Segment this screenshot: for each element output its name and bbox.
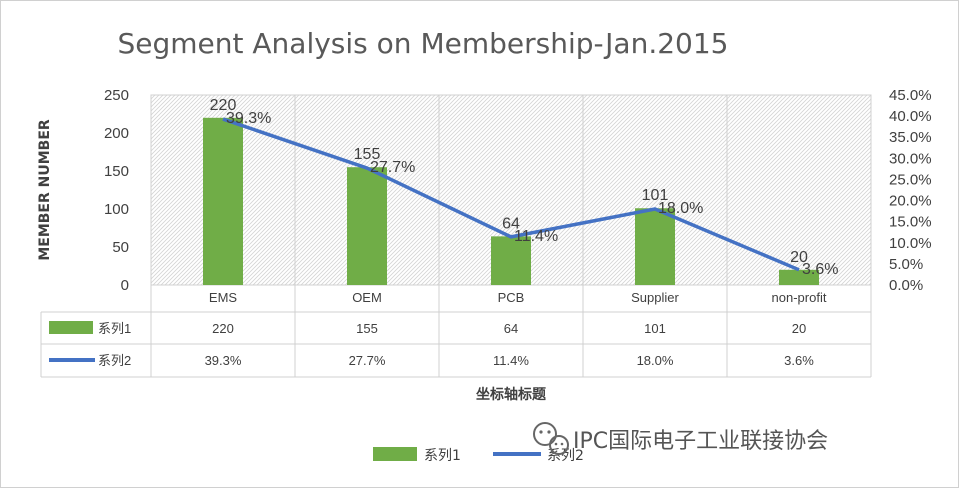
bar (491, 236, 531, 285)
y2-tick-label: 30.0% (889, 150, 932, 167)
bar-value-label: 220 (210, 97, 237, 114)
category-label: non-profit (772, 290, 827, 305)
line-data-labels: 39.3% 27.7% 11.4% 18.0% 3.6% (226, 110, 838, 278)
table-series-name: 系列1 (98, 321, 131, 336)
y-tick-label: 150 (104, 163, 129, 180)
category-label: OEM (352, 290, 382, 305)
category-label: PCB (498, 290, 525, 305)
bar-data-labels: 220 155 64 101 20 (210, 97, 808, 266)
y-axis-ticks: 0 50 100 150 200 250 (104, 87, 129, 294)
y2-tick-label: 40.0% (889, 108, 932, 125)
table-cell: 3.6% (784, 353, 814, 368)
series-line (222, 117, 800, 272)
y-axis-title: MEMBER NUMBER (37, 119, 53, 261)
y-tick-label: 250 (104, 87, 129, 104)
watermark-text: IPC国际电子工业联接协会 (573, 429, 828, 454)
table-cell: 39.3% (205, 353, 242, 368)
line-value-label: 27.7% (370, 159, 415, 176)
line-series (222, 117, 800, 272)
table-series-name: 系列2 (98, 353, 131, 368)
line-value-label: 18.0% (658, 200, 703, 217)
table-cell: 155 (356, 321, 378, 336)
table-cell: 18.0% (637, 353, 674, 368)
chart-title: Segment Analysis on Membership-Jan.2015 (118, 27, 729, 60)
table-cell: 220 (212, 321, 234, 336)
data-table: EMS OEM PCB Supplier non-profit 系列1 系列2 220 155 6… (40, 95, 872, 378)
watermark: IPC国际电子工业联接协会 (533, 422, 828, 455)
bar (779, 269, 819, 285)
table-cell: 101 (644, 321, 666, 336)
y-tick-label: 100 (104, 201, 129, 218)
line-value-label: 3.6% (802, 261, 838, 278)
legend-label-series-2: 系列2 (547, 448, 584, 464)
legend: 系列1 系列2 (373, 447, 584, 464)
bar (203, 117, 243, 285)
y-tick-label: 200 (104, 125, 129, 142)
y2-tick-label: 20.0% (889, 193, 932, 210)
bar-value-label: 20 (790, 249, 808, 266)
table-cell: 11.4% (493, 353, 529, 368)
category-label: Supplier (631, 290, 679, 305)
y2-tick-label: 45.0% (889, 87, 932, 104)
legend-label-series-1: 系列1 (424, 448, 461, 464)
bar-value-label: 64 (502, 215, 520, 232)
y-tick-label: 50 (112, 239, 129, 256)
legend-swatch-series-1 (373, 447, 417, 461)
y-tick-label: 0 (121, 277, 129, 294)
bar-series (203, 117, 819, 285)
y2-tick-label: 35.0% (889, 129, 932, 146)
category-label: EMS (209, 290, 238, 305)
y2-tick-label: 15.0% (889, 214, 932, 231)
bar (635, 208, 675, 285)
bar (347, 167, 387, 285)
table-cell: 27.7% (349, 353, 386, 368)
bar-value-label: 101 (642, 187, 669, 204)
x-axis-title: 坐标轴标题 (476, 386, 547, 403)
table-key-series-1 (49, 321, 93, 334)
table-cell: 64 (504, 321, 518, 336)
y2-axis-ticks: 0.0% 5.0% 10.0% 15.0% 20.0% 25.0% 30.0% 35.0% 40… (889, 87, 932, 294)
y2-tick-label: 0.0% (889, 277, 923, 294)
bar-value-label: 155 (354, 146, 381, 163)
wechat-icon (533, 422, 569, 455)
y2-tick-label: 10.0% (889, 235, 932, 252)
line-value-label: 11.4% (514, 228, 558, 245)
table-cell: 20 (792, 321, 806, 336)
y2-tick-label: 5.0% (889, 256, 923, 273)
line-value-label: 39.3% (226, 110, 271, 127)
y2-tick-label: 25.0% (889, 171, 932, 188)
